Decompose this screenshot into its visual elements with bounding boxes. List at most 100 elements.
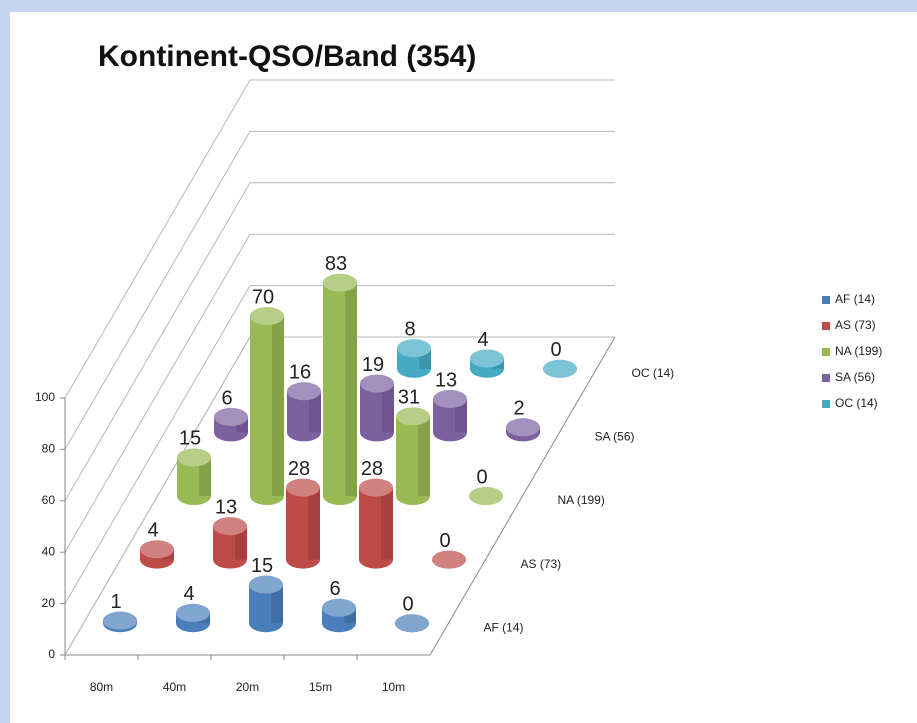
legend-label: OC (14) — [835, 396, 878, 410]
cylinder — [322, 598, 356, 633]
legend-label: AS (73) — [835, 318, 876, 332]
cylinder-top — [249, 575, 283, 594]
x-tick-label: 15m — [309, 680, 332, 694]
series-axis-label: OC (14) — [632, 366, 675, 380]
cylinder-body — [286, 487, 320, 569]
cylinder-top — [287, 382, 321, 401]
cylinder-top — [213, 517, 247, 536]
x-tick-label: 80m — [90, 680, 113, 694]
cylinder-top — [469, 487, 503, 505]
cylinder-shade — [308, 487, 320, 560]
y-tick-label: 0 — [48, 647, 55, 661]
grid-line — [64, 182, 251, 502]
value-label: 16 — [289, 362, 311, 384]
cylinder-top-light — [396, 407, 430, 426]
x-tick-label: 40m — [163, 680, 186, 694]
cylinder-top-light — [469, 487, 503, 505]
cylinder-top — [396, 407, 430, 426]
cylinder-top — [250, 307, 284, 326]
cylinder — [249, 575, 283, 633]
cylinder — [286, 478, 320, 569]
value-label: 15 — [179, 428, 201, 450]
grid-line — [64, 79, 251, 399]
legend-swatch — [822, 400, 830, 408]
cylinder-top-light — [543, 359, 577, 378]
cylinder — [360, 374, 394, 442]
cylinder-top-light — [103, 611, 137, 630]
cylinder — [395, 614, 429, 633]
cylinder-top — [176, 603, 210, 622]
cylinder-shade — [345, 282, 357, 496]
cylinder-top-light — [140, 540, 174, 559]
cylinder-body — [433, 398, 467, 442]
cylinder-top — [214, 407, 248, 426]
value-label: 70 — [252, 286, 274, 308]
cylinder — [469, 487, 503, 505]
grid-line — [64, 285, 251, 604]
cylinder-top-light — [286, 478, 320, 497]
value-label: 28 — [288, 458, 310, 480]
cylinder — [176, 603, 210, 633]
y-tick-label: 100 — [35, 390, 55, 404]
cylinder-shade — [309, 391, 321, 433]
grid-line — [64, 233, 251, 553]
value-label: 6 — [329, 578, 340, 600]
cylinder — [543, 359, 577, 378]
value-label: 28 — [361, 458, 383, 480]
chart-title: Kontinent-QSO/Band (354) — [98, 40, 476, 73]
cylinder-top-light — [470, 349, 504, 368]
cylinder — [432, 550, 466, 569]
cylinder-shade — [271, 584, 283, 624]
legend-label: NA (199) — [835, 344, 882, 358]
cylinder-top-light — [433, 389, 467, 408]
cylinder-body — [213, 526, 247, 569]
value-label: 4 — [147, 520, 158, 542]
cylinder — [214, 407, 248, 442]
depth-axis — [429, 336, 616, 656]
cylinder-top — [506, 418, 540, 437]
cylinder-top-light — [506, 418, 540, 437]
cylinder-top-light — [177, 448, 211, 467]
legend-swatch — [822, 374, 830, 382]
cylinder-shade — [235, 526, 247, 560]
value-label: 4 — [477, 329, 488, 351]
cylinder-top — [322, 598, 356, 617]
cylinder-top — [359, 478, 393, 497]
cylinder-body — [360, 383, 394, 442]
cylinder — [213, 517, 247, 569]
value-label: 0 — [550, 339, 561, 361]
cylinder-body — [287, 391, 321, 442]
cylinder-top-light — [249, 575, 283, 594]
cylinder-top-light — [360, 374, 394, 393]
value-label: 13 — [435, 369, 457, 391]
value-label: 13 — [215, 496, 237, 518]
cylinder-top-light — [432, 550, 466, 569]
cylinder-shade — [236, 416, 248, 433]
series-axis-label: AF (14) — [484, 620, 524, 634]
cylinder-shade — [418, 416, 430, 496]
cylinder — [177, 448, 211, 505]
floor-left — [64, 336, 251, 656]
legend-swatch — [822, 348, 830, 356]
legend-label: AF (14) — [835, 292, 875, 306]
legend-label: SA (56) — [835, 370, 875, 384]
grid-line — [64, 131, 251, 450]
cylinder-top — [103, 611, 137, 630]
cylinder-body — [250, 316, 284, 505]
cylinder-top-light — [395, 614, 429, 633]
series-axis-label: NA (199) — [558, 493, 605, 507]
legend-swatch — [822, 322, 830, 330]
y-tick-label: 20 — [42, 596, 56, 610]
value-label: 83 — [325, 253, 347, 275]
cylinder-top — [140, 540, 174, 559]
cylinder-top — [177, 448, 211, 467]
legend-swatch — [822, 296, 830, 304]
cylinder-shade — [344, 607, 356, 624]
chart-panel — [10, 12, 917, 723]
value-label: 19 — [362, 354, 384, 376]
x-tick-label: 20m — [236, 680, 259, 694]
cylinder-body — [249, 584, 283, 633]
value-label: 0 — [439, 530, 450, 552]
value-label: 6 — [221, 387, 232, 409]
